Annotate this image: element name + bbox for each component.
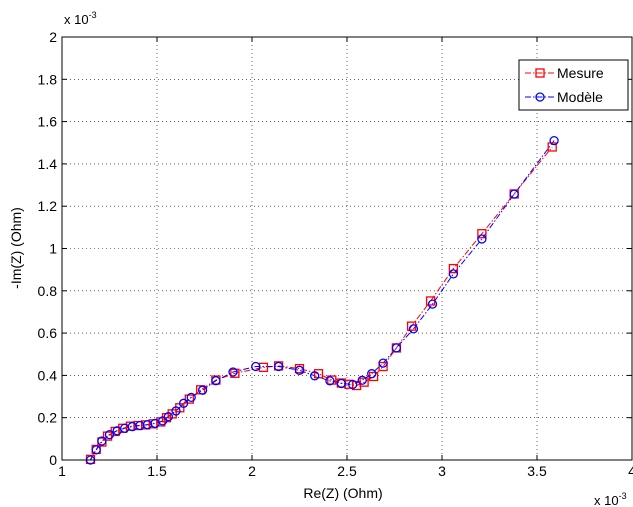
data-point-mesure bbox=[359, 377, 369, 387]
data-point-modele bbox=[378, 358, 388, 368]
x-tick-label: 4 bbox=[628, 463, 633, 479]
data-point-modele bbox=[171, 406, 181, 416]
data-point-modele bbox=[477, 234, 487, 244]
y-tick-label: 0.2 bbox=[38, 410, 58, 426]
data-point-modele bbox=[228, 367, 238, 377]
data-point-modele bbox=[273, 361, 284, 372]
y-tick-label: 1.4 bbox=[38, 156, 58, 172]
data-point-modele bbox=[448, 269, 459, 279]
data-point-mesure bbox=[368, 371, 379, 382]
y-tick-label: 1 bbox=[49, 241, 57, 257]
data-point-modele bbox=[197, 385, 208, 395]
data-point-modele bbox=[91, 445, 101, 455]
data-point-mesure bbox=[378, 361, 388, 372]
data-point-modele bbox=[251, 361, 261, 372]
data-point-mesure bbox=[406, 321, 417, 331]
y-tick-label: 1.8 bbox=[38, 71, 58, 87]
data-point-modele bbox=[186, 392, 196, 403]
data-point-mesure bbox=[230, 368, 240, 378]
data-point-modele bbox=[427, 299, 438, 309]
x-tick-label: 2 bbox=[248, 463, 256, 479]
data-point-modele bbox=[357, 375, 367, 385]
data-point-modele bbox=[310, 371, 320, 381]
y-axis-exponent: -3 bbox=[89, 10, 97, 20]
data-point-modele bbox=[294, 365, 305, 375]
x-axis-label: Re(Z) (Ohm) bbox=[303, 485, 382, 501]
data-point-modele bbox=[163, 411, 174, 422]
y-tick-label: 1.6 bbox=[38, 114, 58, 130]
x-tick-label: 2.5 bbox=[337, 463, 357, 479]
data-point-modele bbox=[391, 343, 402, 353]
legend-mesure-label: Mesure bbox=[557, 65, 604, 81]
x-axis-multiplier: x 10-3 bbox=[594, 491, 627, 507]
data-point-modele bbox=[336, 378, 346, 389]
data-point-modele bbox=[178, 398, 189, 408]
legend-mesure-marker bbox=[535, 68, 545, 78]
data-point-modele bbox=[211, 376, 221, 386]
y-tick-label: 2 bbox=[49, 29, 57, 45]
y-tick-label: 0.6 bbox=[38, 325, 58, 341]
legend-modele-label: Modèle bbox=[557, 89, 603, 105]
x-tick-label: 1 bbox=[58, 463, 66, 479]
data-point-modele bbox=[325, 376, 335, 386]
axis-ticks: 1 1.5 2 2.5 3 3.5 4 0 0.2 0.4 0.6 0.8 1 1.2 1.4 1.6 1.8 2 bbox=[38, 29, 633, 479]
legend-modele-marker bbox=[535, 92, 545, 102]
data-point-modele bbox=[97, 436, 107, 446]
x-axis-exponent: -3 bbox=[619, 491, 627, 501]
y-tick-label: 0 bbox=[49, 452, 57, 468]
data-point-mesure bbox=[448, 263, 459, 274]
x-tick-label: 3.5 bbox=[527, 463, 547, 479]
data-point-mesure bbox=[102, 431, 113, 441]
data-point-modele bbox=[348, 379, 358, 390]
legend: Mesure Modèle bbox=[518, 59, 629, 111]
data-point-mesure bbox=[477, 229, 487, 239]
data-point-modele bbox=[509, 189, 519, 199]
legend-box bbox=[518, 59, 629, 111]
y-axis-multiplier: x 10-3 bbox=[64, 10, 97, 27]
data-point-modele bbox=[549, 135, 559, 146]
y-axis-label: -Im(Z) (Ohm) bbox=[8, 207, 24, 289]
y-tick-label: 0.4 bbox=[38, 367, 58, 383]
data-point-modele bbox=[367, 369, 377, 379]
data-point-mesure bbox=[547, 142, 557, 152]
data-point-modele bbox=[104, 429, 115, 440]
x-tick-label: 1.5 bbox=[147, 463, 167, 479]
series-line-modele bbox=[90, 140, 555, 461]
data-point-modele bbox=[408, 324, 419, 334]
y-tick-label: 0.8 bbox=[38, 283, 58, 299]
x-tick-label: 3 bbox=[438, 463, 446, 479]
grid-lines bbox=[62, 37, 632, 460]
y-tick-label: 1.2 bbox=[38, 198, 58, 214]
